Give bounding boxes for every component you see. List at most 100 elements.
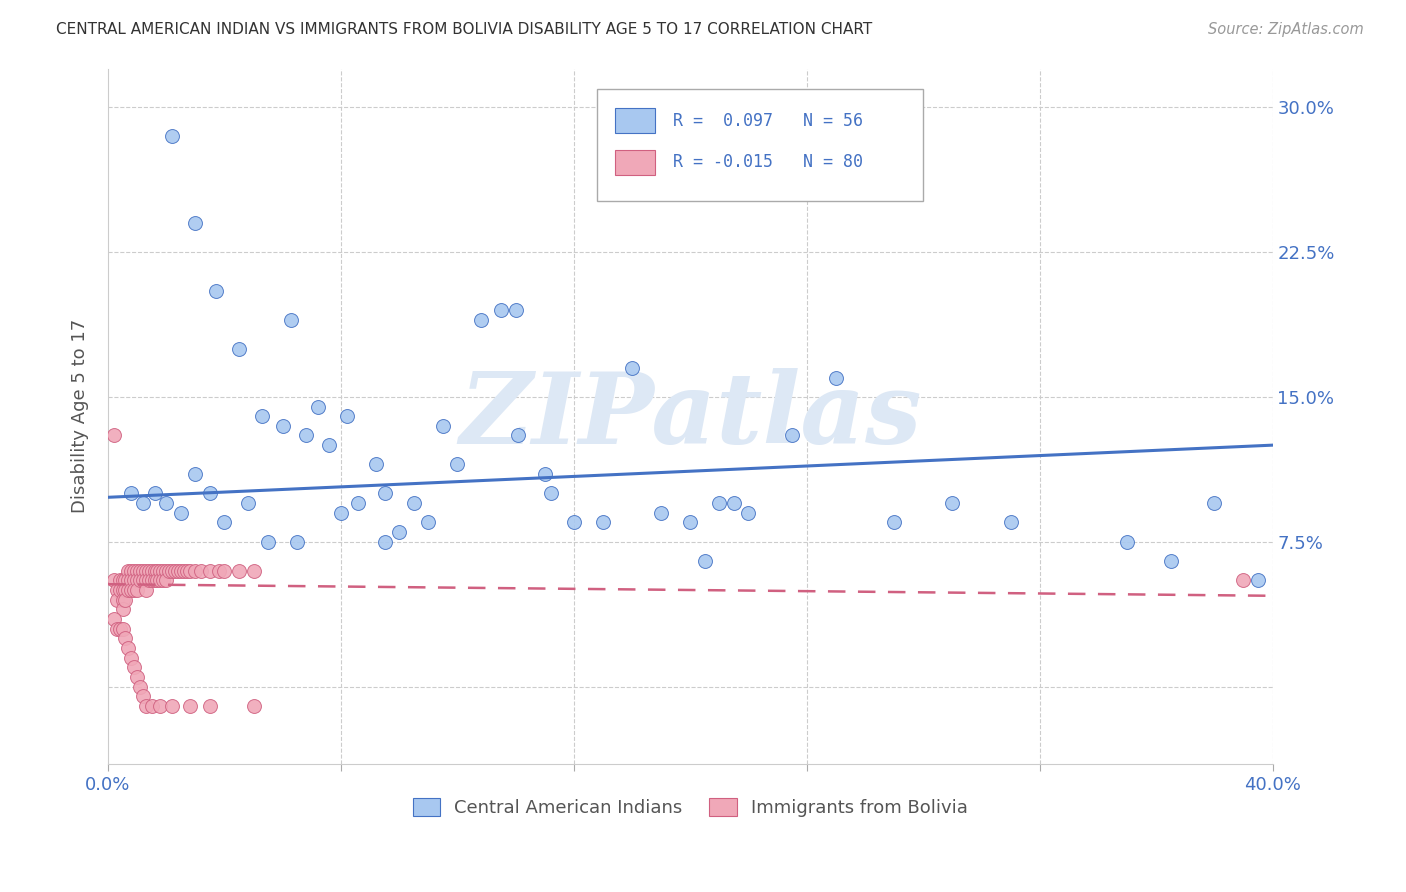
Point (184, 564, 207, 578)
Point (103, 574, 125, 588)
Point (129, 564, 152, 578)
Point (1116, 534, 1139, 549)
Point (533, 467, 555, 482)
Point (120, 574, 142, 588)
Point (508, 428, 530, 442)
FancyBboxPatch shape (614, 150, 655, 175)
Point (111, 582, 134, 597)
Point (122, 564, 145, 578)
Point (114, 574, 136, 588)
Point (285, 534, 308, 549)
Point (198, 698, 221, 713)
Point (374, 534, 396, 549)
Point (679, 516, 702, 530)
Point (214, 516, 236, 530)
Point (295, 428, 318, 442)
Point (141, 574, 163, 588)
Point (152, 564, 174, 578)
Point (105, 622, 128, 636)
Point (236, 496, 259, 510)
Point (207, 564, 229, 578)
Point (388, 524, 411, 539)
Point (364, 458, 387, 472)
Point (120, 486, 142, 500)
Point (505, 302, 527, 317)
Text: R =  0.097   N = 56: R = 0.097 N = 56 (673, 112, 863, 129)
Point (122, 582, 145, 597)
Point (141, 564, 163, 578)
Point (318, 438, 340, 452)
Point (592, 516, 614, 530)
Point (271, 418, 294, 433)
Point (108, 582, 131, 597)
Y-axis label: Disability Age 5 to 17: Disability Age 5 to 17 (72, 319, 89, 513)
Point (160, 129, 183, 144)
Point (117, 582, 139, 597)
Point (173, 564, 195, 578)
Point (122, 660, 145, 674)
Point (176, 564, 198, 578)
Point (163, 564, 186, 578)
Point (105, 582, 128, 597)
Point (143, 486, 166, 500)
Point (693, 554, 716, 568)
Point (252, 409, 274, 424)
Point (709, 496, 731, 510)
Point (170, 564, 193, 578)
Point (127, 670, 149, 684)
Point (167, 564, 190, 578)
Point (111, 622, 134, 636)
Point (103, 612, 125, 626)
Point (432, 418, 454, 433)
Point (160, 564, 183, 578)
Point (120, 564, 142, 578)
Point (135, 582, 157, 597)
Point (111, 574, 134, 588)
Point (1232, 574, 1254, 588)
Point (120, 582, 142, 597)
Point (184, 216, 207, 230)
Point (190, 564, 212, 578)
Point (650, 506, 672, 520)
Point (883, 516, 905, 530)
Point (336, 409, 359, 424)
Point (155, 574, 177, 588)
Point (402, 496, 425, 510)
Point (129, 680, 152, 694)
Point (1000, 516, 1022, 530)
Point (257, 534, 280, 549)
Point (418, 516, 440, 530)
Point (374, 486, 396, 500)
Point (114, 632, 136, 646)
Point (280, 312, 302, 326)
Point (111, 602, 134, 616)
Point (1204, 496, 1226, 510)
Point (155, 496, 177, 510)
Point (329, 506, 352, 520)
Point (111, 592, 134, 607)
Point (146, 564, 169, 578)
Point (347, 496, 370, 510)
Point (1247, 574, 1270, 588)
Point (204, 284, 226, 298)
Point (141, 698, 163, 713)
Point (129, 574, 152, 588)
Point (114, 592, 136, 607)
Point (149, 564, 172, 578)
Point (143, 564, 166, 578)
Point (122, 574, 145, 588)
Point (135, 574, 157, 588)
Point (160, 698, 183, 713)
Point (108, 574, 131, 588)
Point (143, 574, 166, 588)
Point (114, 582, 136, 597)
Point (737, 506, 759, 520)
Point (228, 564, 250, 578)
Point (138, 564, 160, 578)
Point (146, 574, 169, 588)
Point (446, 458, 468, 472)
Point (780, 428, 803, 442)
Point (127, 564, 149, 578)
Point (105, 592, 128, 607)
Point (117, 640, 139, 655)
